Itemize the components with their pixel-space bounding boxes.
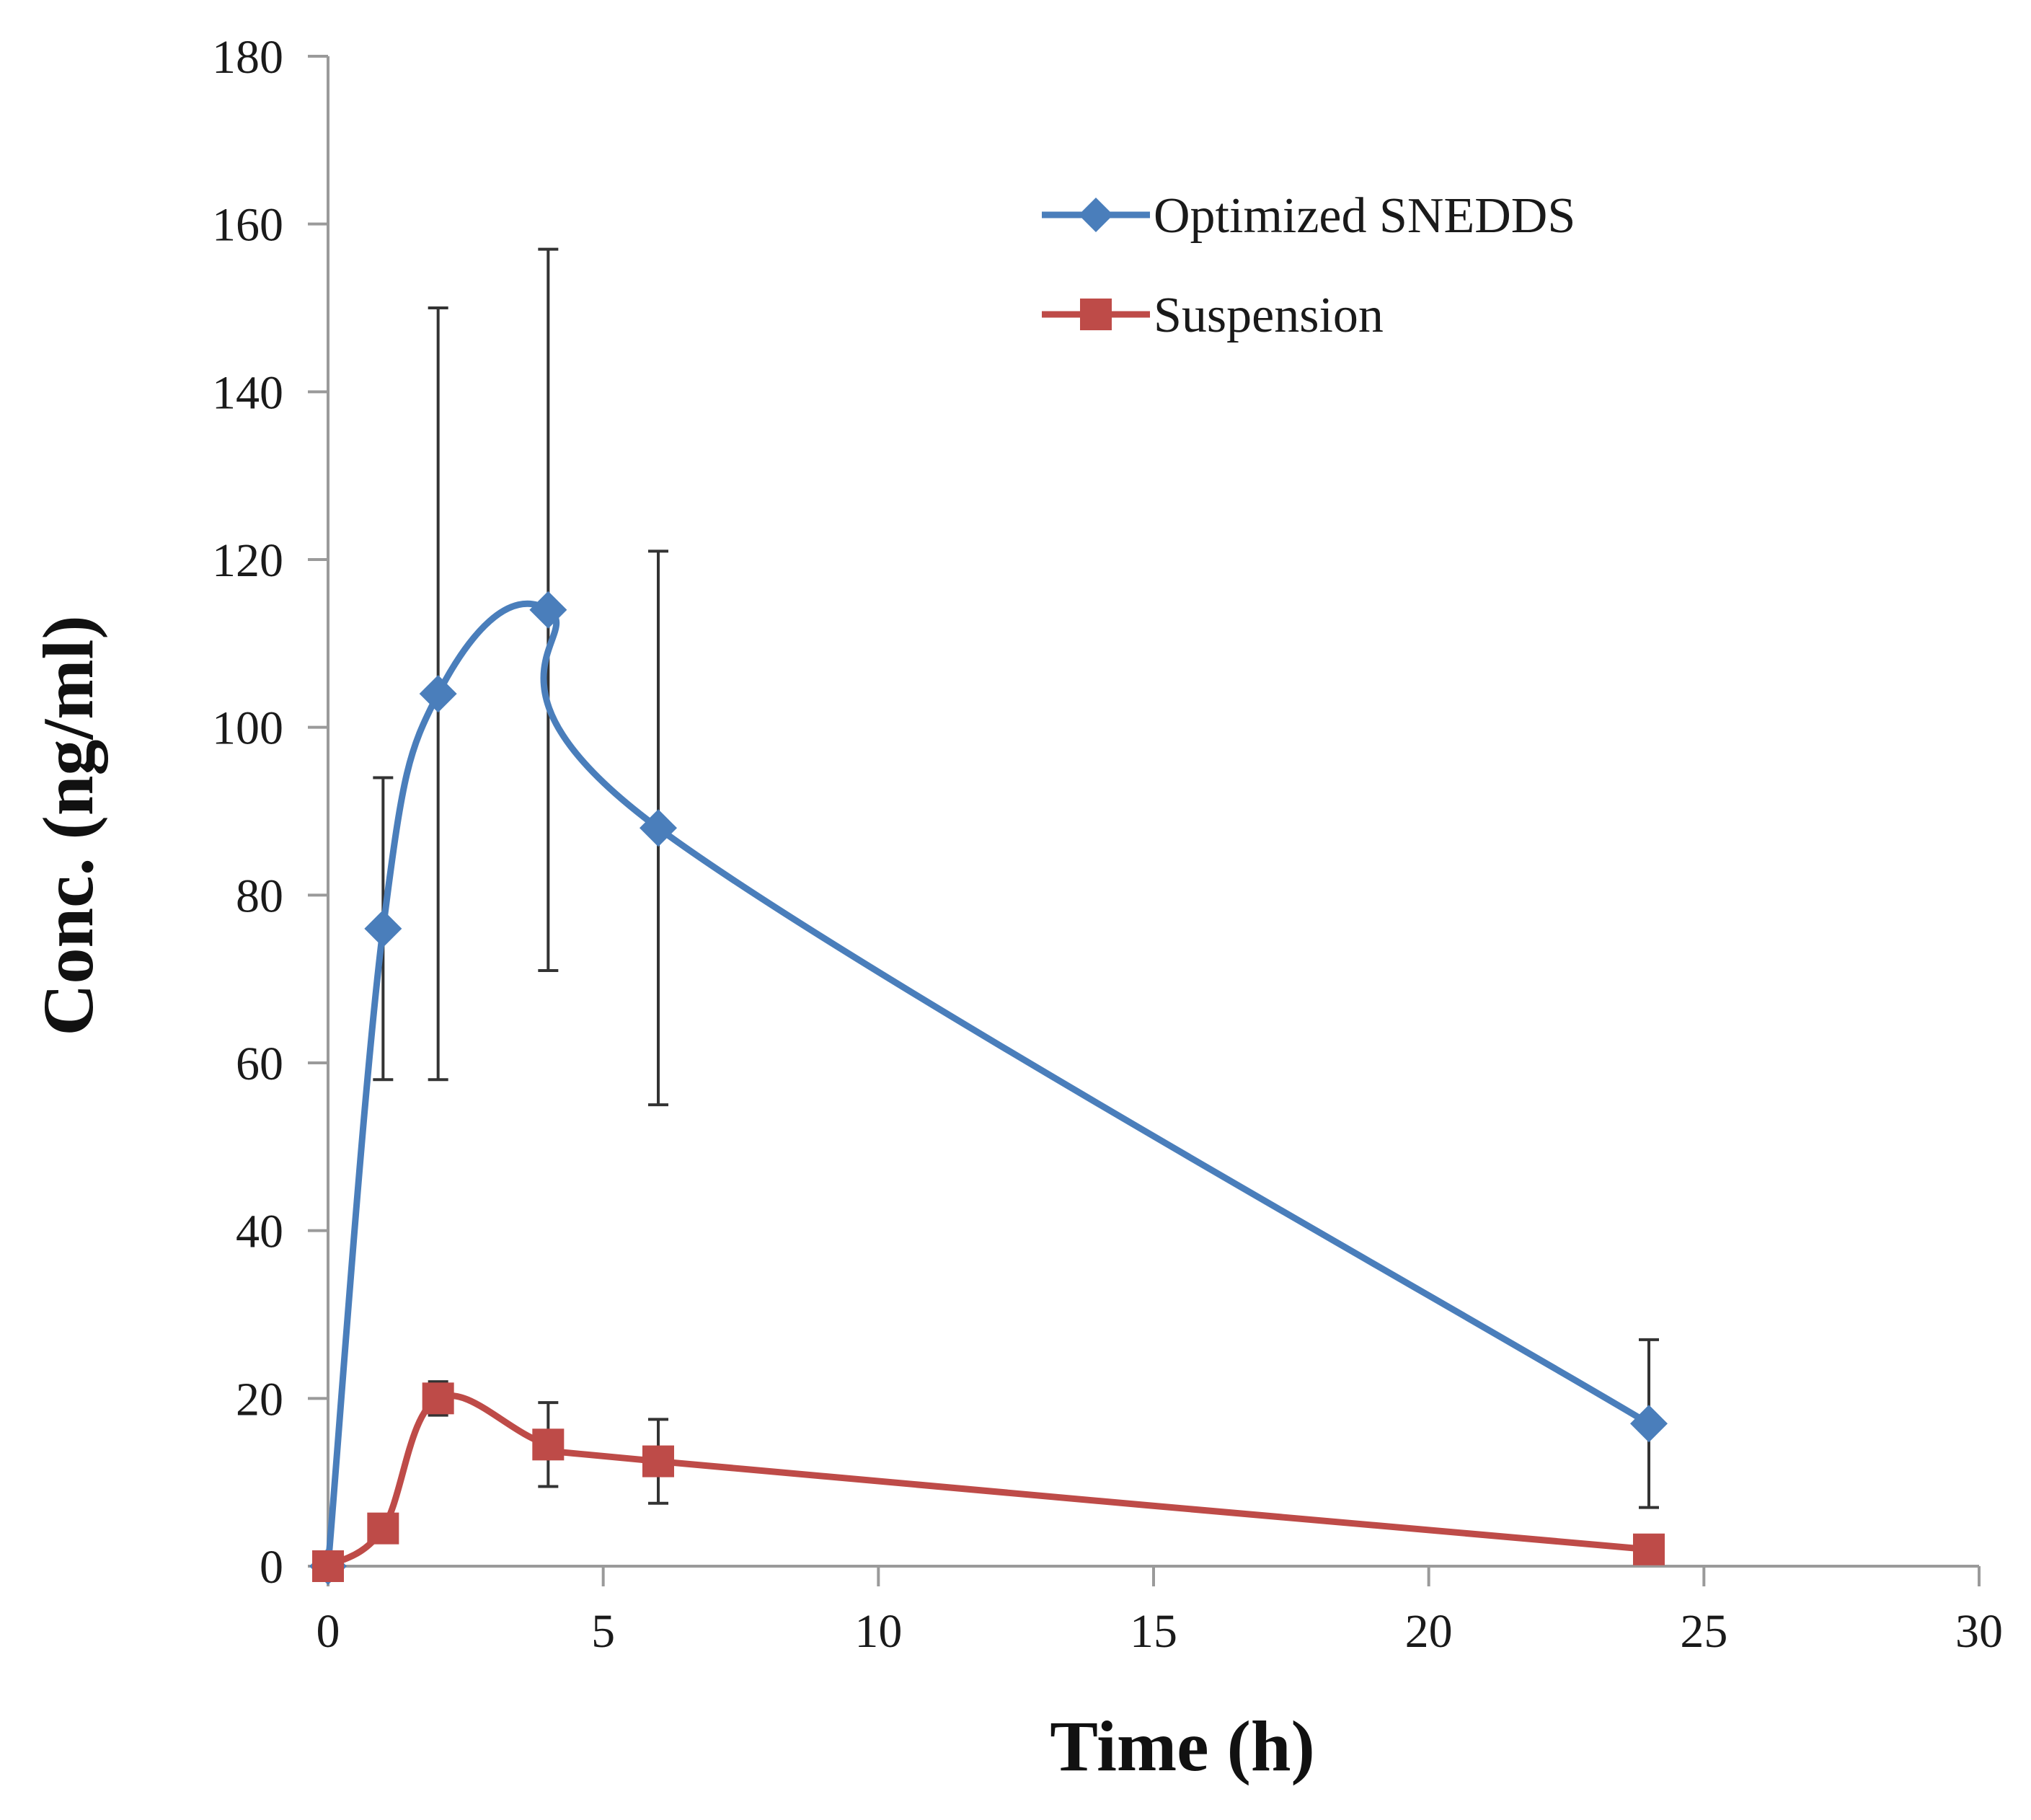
- data-point-square: [532, 1428, 565, 1461]
- legend-diamond-marker: [1079, 198, 1113, 232]
- data-point-square: [312, 1550, 344, 1582]
- x-tick-label: 25: [1680, 1605, 1727, 1658]
- data-point-diamond: [529, 591, 567, 629]
- legend-square-marker: [1080, 299, 1112, 330]
- data-point-diamond: [1630, 1405, 1668, 1443]
- legend: Optimized SNEDDS Suspension: [1042, 188, 1575, 343]
- series-line: [324, 1392, 1652, 1570]
- y-tick-label: 160: [212, 199, 283, 252]
- legend-label-optimized-snedds: Optimized SNEDDS: [1154, 188, 1575, 244]
- data-point-square: [367, 1512, 399, 1545]
- x-tick-label: 20: [1405, 1605, 1453, 1658]
- data-point-square: [642, 1445, 674, 1477]
- x-tick-label: 5: [591, 1605, 615, 1658]
- y-tick-label: 120: [212, 534, 283, 587]
- x-tick-label: 0: [317, 1605, 340, 1658]
- legend-item-suspension: Suspension: [1042, 288, 1384, 343]
- y-tick-label: 40: [236, 1206, 283, 1258]
- y-tick-label: 100: [212, 702, 283, 755]
- x-axis-title: Time (h): [1050, 1706, 1315, 1786]
- y-tick-label: 140: [212, 366, 283, 419]
- legend-label-suspension: Suspension: [1154, 288, 1384, 343]
- series-markers: [309, 591, 1668, 1585]
- y-tick-label: 180: [212, 31, 283, 84]
- series-lines: [324, 600, 1652, 1570]
- x-tick-label: 30: [1955, 1605, 2003, 1658]
- y-tick-label: 0: [260, 1541, 283, 1594]
- data-point-square: [422, 1382, 454, 1415]
- y-tick-label: 20: [236, 1373, 283, 1426]
- axes: [308, 55, 1981, 1586]
- data-point-square: [1633, 1533, 1665, 1565]
- series-line: [324, 600, 1652, 1570]
- y-tick-label: 80: [236, 870, 283, 922]
- y-tick-label: 60: [236, 1038, 283, 1090]
- legend-item-optimized-snedds: Optimized SNEDDS: [1042, 188, 1575, 244]
- data-point-diamond: [419, 675, 457, 713]
- data-point-diamond: [364, 909, 402, 947]
- y-axis-title: Conc. (ng/ml): [28, 615, 108, 1035]
- x-tick-label: 10: [854, 1605, 902, 1658]
- data-point-diamond: [640, 809, 677, 847]
- tick-labels: 0 20 40 60 80 100 120 140 160 180 0 5 10 15 20 25 30: [212, 31, 2003, 1658]
- x-tick-label: 15: [1130, 1605, 1177, 1658]
